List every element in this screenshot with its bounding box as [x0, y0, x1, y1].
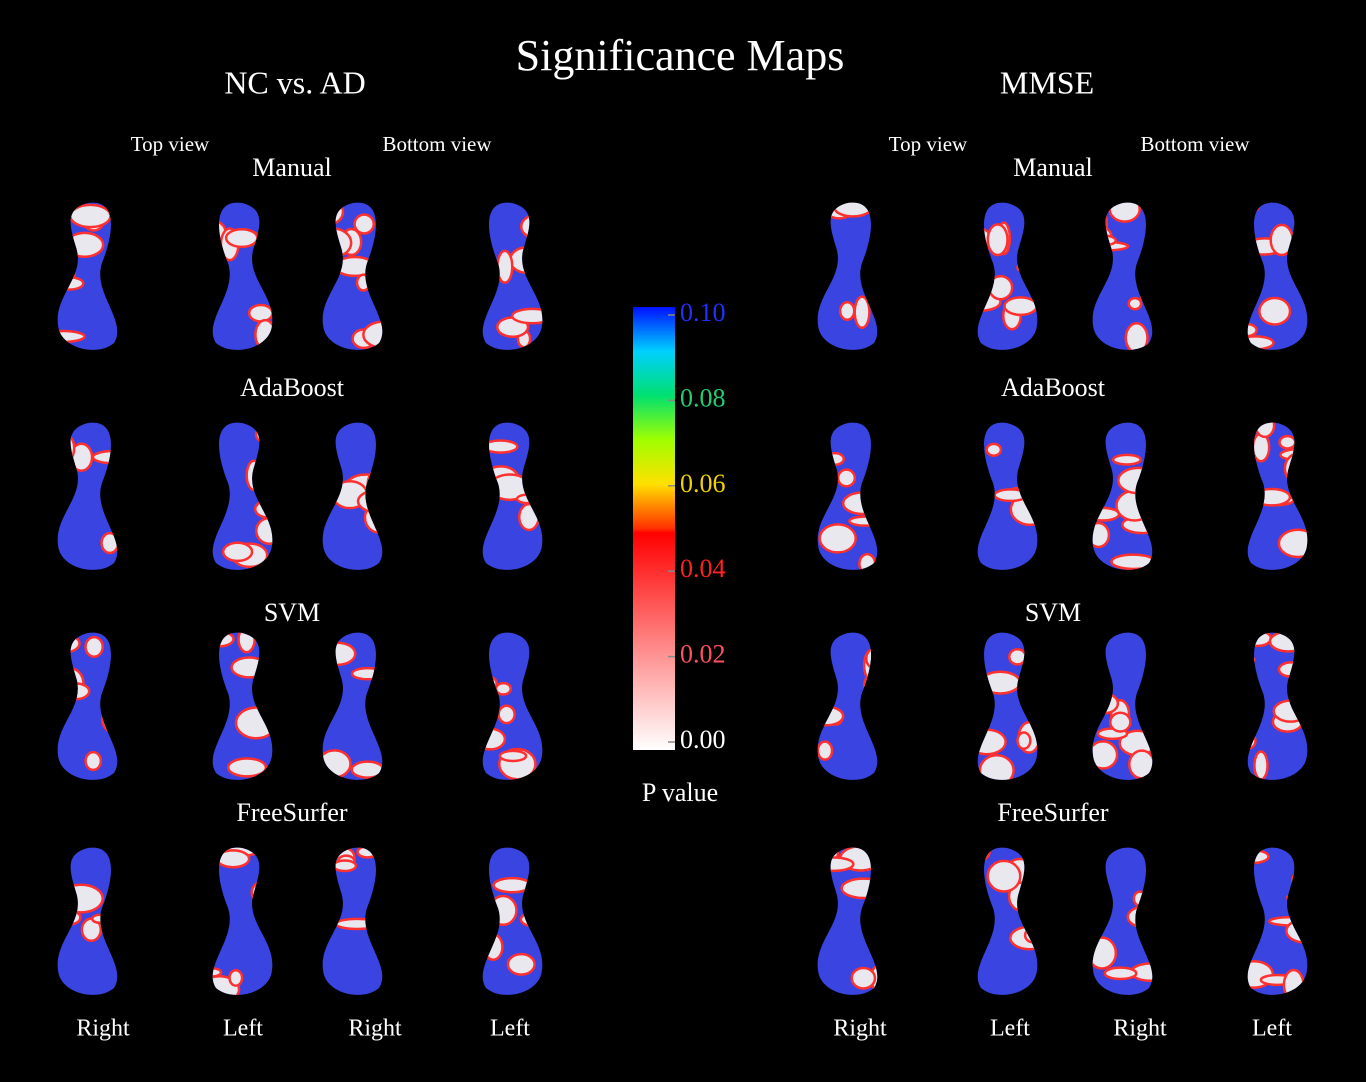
significant-patch — [987, 444, 1001, 456]
side-label: Left — [490, 1016, 530, 1042]
colorbar-tick-label: 0.02 — [680, 640, 726, 669]
colorbar-tick-label: 0.04 — [680, 554, 726, 583]
significant-patch — [86, 752, 101, 770]
method-label: AdaBoost — [1001, 373, 1106, 402]
significant-patch — [840, 302, 854, 320]
significant-patch — [497, 251, 512, 283]
panel-title: NC vs. AD — [224, 64, 365, 100]
view-label: Bottom view — [1140, 132, 1250, 156]
significant-patch — [229, 970, 242, 985]
colorbar-tick-label: 0.06 — [680, 469, 726, 498]
significant-patch — [1110, 713, 1130, 732]
significant-patch — [223, 543, 252, 561]
method-label: Manual — [1013, 153, 1092, 182]
significant-patch — [1280, 436, 1296, 448]
view-label: Top view — [889, 132, 968, 156]
method-label: FreeSurfer — [997, 798, 1109, 827]
significant-patch — [85, 637, 102, 657]
side-label: Right — [1113, 1016, 1167, 1042]
significant-patch — [1129, 298, 1141, 309]
side-label: Left — [990, 1016, 1030, 1042]
significant-patch — [333, 861, 356, 871]
method-label: AdaBoost — [240, 373, 345, 402]
significant-patch — [500, 751, 526, 761]
significant-patch — [988, 224, 1008, 255]
significant-patch — [1113, 455, 1140, 465]
view-label: Bottom view — [382, 132, 492, 156]
method-label: SVM — [264, 598, 320, 627]
significant-patch — [852, 968, 875, 989]
colorbar-tick-label: 0.10 — [680, 298, 726, 327]
colorbar-tick-label: 0.00 — [680, 725, 726, 754]
significant-patch — [1105, 968, 1136, 979]
significant-patch — [249, 305, 272, 321]
figure-title: Significance Maps — [516, 31, 845, 80]
background — [0, 0, 1366, 1082]
side-label: Right — [833, 1016, 887, 1042]
significant-patch — [1018, 733, 1031, 749]
figure: Significance Maps P value 0.10 0.08 0.06 0.… — [0, 0, 1366, 1082]
side-label: Left — [1252, 1016, 1292, 1042]
significant-patch — [820, 524, 856, 552]
significant-patch — [988, 861, 1021, 892]
significant-patch — [818, 742, 832, 760]
page: Significance Maps P value 0.10 0.08 0.06 0.… — [0, 0, 1366, 1082]
method-label: FreeSurfer — [236, 798, 348, 827]
colorbar — [633, 307, 675, 750]
side-label: Right — [348, 1016, 402, 1042]
significant-patch — [226, 229, 257, 247]
significant-patch — [508, 954, 535, 974]
method-label: SVM — [1025, 598, 1081, 627]
colorbar-label: P value — [642, 778, 718, 807]
panel-title: MMSE — [1000, 64, 1094, 100]
significant-patch — [499, 706, 515, 723]
significant-patch — [1259, 298, 1290, 325]
method-label: Manual — [252, 153, 331, 182]
significant-patch — [838, 470, 855, 487]
view-label: Top view — [131, 132, 210, 156]
side-label: Left — [223, 1016, 263, 1042]
significant-patch — [855, 297, 870, 328]
significant-patch — [1254, 751, 1267, 779]
colorbar-tick-label: 0.08 — [680, 383, 726, 412]
side-label: Right — [76, 1016, 130, 1042]
significant-patch — [496, 683, 511, 694]
significant-patch — [1004, 297, 1036, 315]
